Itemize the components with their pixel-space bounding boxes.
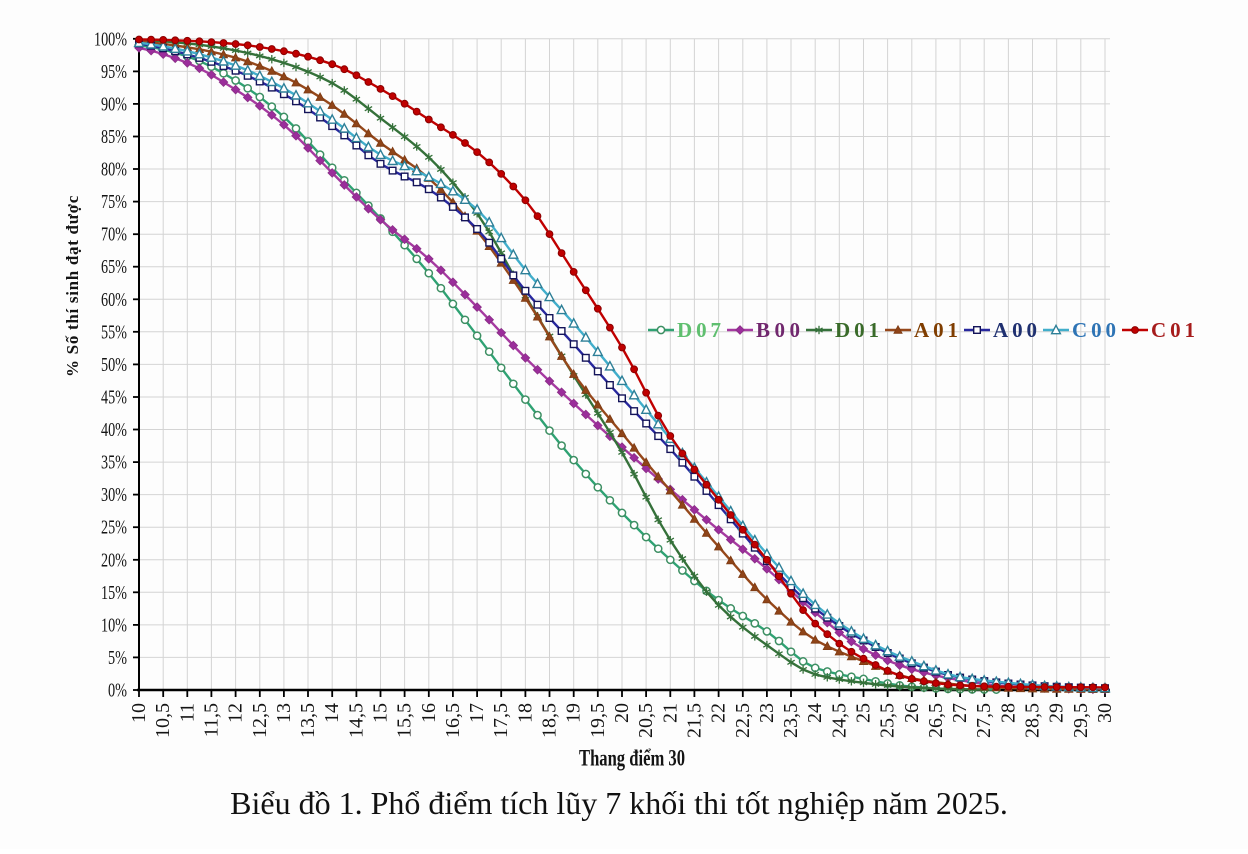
svg-text:85%: 85% — [101, 126, 127, 148]
svg-text:30: 30 — [1094, 703, 1116, 723]
svg-text:15: 15 — [370, 703, 392, 723]
svg-text:27,5: 27,5 — [973, 703, 995, 738]
svg-text:35%: 35% — [101, 452, 127, 474]
svg-text:14,5: 14,5 — [345, 703, 367, 738]
svg-text:0%: 0% — [108, 680, 127, 702]
svg-text:10%: 10% — [101, 614, 127, 636]
svg-text:18: 18 — [514, 703, 536, 723]
svg-text:45%: 45% — [101, 387, 127, 409]
svg-text:25%: 25% — [101, 517, 127, 539]
svg-text:26: 26 — [901, 703, 923, 723]
svg-text:75%: 75% — [101, 191, 127, 213]
svg-text:5%: 5% — [108, 647, 127, 669]
svg-text:11: 11 — [176, 703, 198, 722]
svg-text:12,5: 12,5 — [249, 703, 271, 738]
svg-text:11,5: 11,5 — [200, 703, 222, 737]
svg-text:20%: 20% — [101, 549, 127, 571]
svg-text:20: 20 — [611, 703, 633, 723]
svg-text:55%: 55% — [101, 321, 127, 343]
svg-text:10: 10 — [128, 703, 150, 723]
svg-text:19: 19 — [563, 703, 585, 723]
svg-text:95%: 95% — [101, 61, 127, 83]
svg-text:D07: D07 — [677, 318, 721, 342]
svg-text:B00: B00 — [756, 318, 800, 342]
svg-text:17,5: 17,5 — [490, 703, 512, 738]
svg-text:24,5: 24,5 — [828, 703, 850, 738]
svg-text:24: 24 — [804, 703, 826, 723]
svg-text:50%: 50% — [101, 354, 127, 376]
svg-text:18,5: 18,5 — [539, 703, 561, 738]
svg-text:C00: C00 — [1072, 318, 1116, 342]
svg-text:21,5: 21,5 — [683, 703, 705, 738]
svg-text:80%: 80% — [101, 159, 127, 181]
svg-text:Thang điểm 30: Thang điểm 30 — [579, 746, 685, 771]
svg-text:90%: 90% — [101, 93, 127, 115]
svg-text:22: 22 — [708, 703, 730, 723]
svg-text:29,5: 29,5 — [1070, 703, 1092, 738]
svg-text:19,5: 19,5 — [587, 703, 609, 738]
svg-text:16: 16 — [418, 703, 440, 723]
svg-text:13: 13 — [273, 703, 295, 723]
svg-text:Biểu đồ 1. Phổ điểm tích lũy 7: Biểu đồ 1. Phổ điểm tích lũy 7 khối thi … — [230, 785, 1008, 821]
svg-text:29: 29 — [1046, 703, 1068, 723]
svg-text:28,5: 28,5 — [1022, 703, 1044, 738]
svg-text:28: 28 — [997, 703, 1019, 723]
svg-text:40%: 40% — [101, 419, 127, 441]
svg-text:60%: 60% — [101, 289, 127, 311]
svg-text:25,5: 25,5 — [877, 703, 899, 738]
svg-text:23: 23 — [756, 703, 778, 723]
svg-text:100%: 100% — [94, 28, 127, 50]
svg-text:13,5: 13,5 — [297, 703, 319, 738]
svg-text:65%: 65% — [101, 256, 127, 278]
svg-text:15,5: 15,5 — [394, 703, 416, 738]
svg-text:23,5: 23,5 — [780, 703, 802, 738]
svg-text:30%: 30% — [101, 484, 127, 506]
svg-text:17: 17 — [466, 703, 488, 723]
svg-text:21: 21 — [659, 703, 681, 723]
svg-text:A01: A01 — [914, 318, 958, 342]
svg-text:25: 25 — [853, 703, 875, 723]
svg-text:10,5: 10,5 — [152, 703, 174, 738]
svg-text:20,5: 20,5 — [635, 703, 657, 738]
svg-text:26,5: 26,5 — [925, 703, 947, 738]
svg-text:A00: A00 — [993, 318, 1037, 342]
svg-text:22,5: 22,5 — [732, 703, 754, 738]
svg-text:12: 12 — [225, 703, 247, 723]
svg-text:D01: D01 — [835, 318, 879, 342]
svg-text:% Số thí sinh đạt được: % Số thí sinh đạt được — [63, 195, 82, 377]
svg-text:16,5: 16,5 — [442, 703, 464, 738]
svg-text:C01: C01 — [1151, 318, 1195, 342]
svg-text:70%: 70% — [101, 224, 127, 246]
svg-text:14: 14 — [321, 703, 343, 723]
svg-text:15%: 15% — [101, 582, 127, 604]
svg-text:27: 27 — [949, 703, 971, 723]
